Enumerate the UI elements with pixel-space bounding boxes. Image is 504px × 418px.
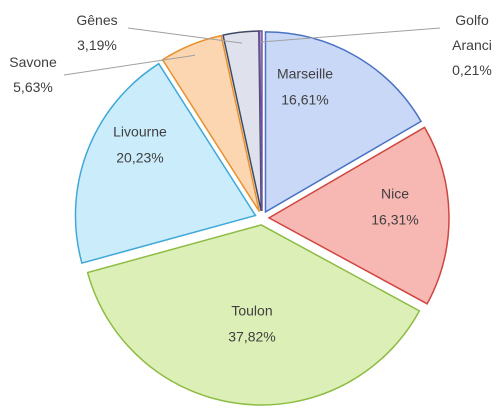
slice-label: Golfo Aranci: [452, 12, 492, 53]
pie-slice: [222, 30, 262, 212]
slice-value-label: 0,21%: [452, 62, 492, 78]
slice-value-label: 20,23%: [116, 150, 163, 166]
slice-value-label: 3,19%: [77, 37, 117, 53]
pie-slice: [267, 126, 450, 305]
slice-label: Livourne: [113, 124, 167, 140]
pie-slice: [258, 30, 263, 212]
slice-value-label: 37,82%: [228, 329, 275, 345]
slice-value-label: 16,61%: [281, 92, 328, 108]
slice-label: Nice: [381, 186, 409, 202]
slice-value-label: 16,31%: [371, 212, 418, 228]
slice-label: Savone: [9, 54, 57, 70]
leader-line: [127, 27, 243, 44]
pie-slice: [86, 224, 421, 406]
pie-slice: [264, 31, 423, 214]
slice-label: Marseille: [277, 66, 333, 82]
leader-line: [63, 54, 196, 76]
pie-slice: [74, 62, 257, 265]
slice-label: Toulon: [231, 303, 272, 319]
slice-value-label: 5,63%: [13, 79, 53, 95]
leader-line: [260, 27, 441, 43]
slice-label: Gênes: [76, 12, 118, 28]
